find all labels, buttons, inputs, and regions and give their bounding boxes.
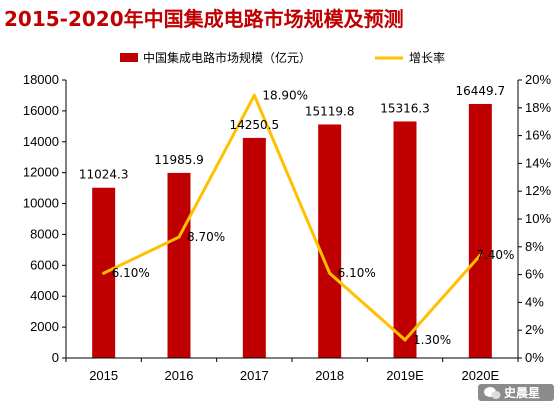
y-right-tick-label: 4% (525, 294, 544, 309)
legend-label-bar: 中国集成电路市场规模（亿元） (143, 50, 311, 65)
x-tick-label-2017: 2017 (240, 368, 269, 383)
x-tick-label-2015: 2015 (89, 368, 118, 383)
y-left-tick-label: 16000 (23, 103, 59, 118)
y-right-tick-label: 10% (525, 211, 551, 226)
growth-value-label: 6.10% (112, 266, 150, 280)
legend-swatch-bar (120, 53, 138, 62)
y-right-tick-label: 20% (525, 72, 551, 87)
wechat-icon (484, 387, 501, 399)
y-left-tick-label: 14000 (23, 134, 59, 149)
x-tick-label-2016: 2016 (165, 368, 194, 383)
y-right-tick-label: 0% (525, 350, 544, 365)
bar-series (92, 103, 492, 359)
growth-rate-line (103, 93, 482, 342)
line-series (102, 93, 482, 342)
growth-point-2017 (252, 93, 256, 97)
y-left-tick-label: 10000 (23, 196, 59, 211)
chart-title: 2015-2020年中国集成电路市场规模及预测 (4, 7, 404, 31)
growth-point-2020E (478, 253, 482, 257)
growth-value-label: 1.30% (413, 333, 451, 347)
wechat-icon-bubble-small (491, 391, 501, 399)
bar-value-label: 15316.3 (380, 101, 430, 115)
x-tick-label-2018: 2018 (315, 368, 344, 383)
y-right-tick-label: 18% (525, 100, 551, 115)
bar-value-label: 11024.3 (79, 168, 129, 182)
y-right-tick-label: 12% (525, 183, 551, 198)
y-left-tick-label: 18000 (23, 72, 59, 87)
bar-2019E (393, 121, 417, 358)
bar-value-label: 15119.8 (305, 104, 355, 118)
y-left-tick-label: 8000 (30, 226, 59, 241)
y-left-tick-label: 12000 (23, 165, 59, 180)
legend: 中国集成电路市场规模（亿元） 增长率 (120, 50, 445, 65)
watermark: 史晨星 (478, 384, 554, 401)
bar-value-label: 16449.7 (456, 84, 506, 98)
growth-point-2016 (177, 235, 181, 239)
y-right-tick-label: 16% (525, 128, 551, 143)
y-right-tick-label: 6% (525, 267, 544, 282)
growth-value-label: 7.40% (476, 248, 514, 262)
y-right-tick-label: 8% (525, 239, 544, 254)
legend-label-line: 增长率 (409, 50, 445, 65)
bar-2016 (167, 172, 191, 358)
growth-value-label: 6.10% (338, 266, 376, 280)
growth-point-2018 (328, 271, 332, 275)
growth-point-2019E (403, 338, 407, 342)
x-tick-label-2020E: 2020E (462, 368, 500, 383)
growth-value-label: 8.70% (187, 230, 225, 244)
y-left-tick-label: 4000 (30, 288, 59, 303)
data-labels: 11024.3 11985.9 14250.5 15119.8 15316.3 16449… (79, 84, 515, 347)
bar-2018 (318, 124, 342, 358)
bar-2020E (468, 103, 492, 359)
watermark-text: 史晨星 (504, 385, 540, 400)
growth-value-label: 18.90% (262, 88, 308, 102)
bar-value-label: 14250.5 (230, 118, 280, 132)
bar-2017 (242, 137, 266, 358)
y-left-tick-label: 2000 (30, 319, 59, 334)
bar-value-label: 11985.9 (154, 153, 204, 167)
growth-point-2015 (102, 271, 106, 275)
y-left-tick-label: 0 (52, 350, 59, 365)
x-tick-label-2019E: 2019E (386, 368, 424, 383)
y-right-tick-label: 14% (525, 155, 551, 170)
y-right-tick-label: 2% (525, 322, 544, 337)
axes: 0 2000 4000 6000 8000 10000 12000 14000 16000 180… (23, 72, 552, 383)
y-left-tick-label: 6000 (30, 257, 59, 272)
